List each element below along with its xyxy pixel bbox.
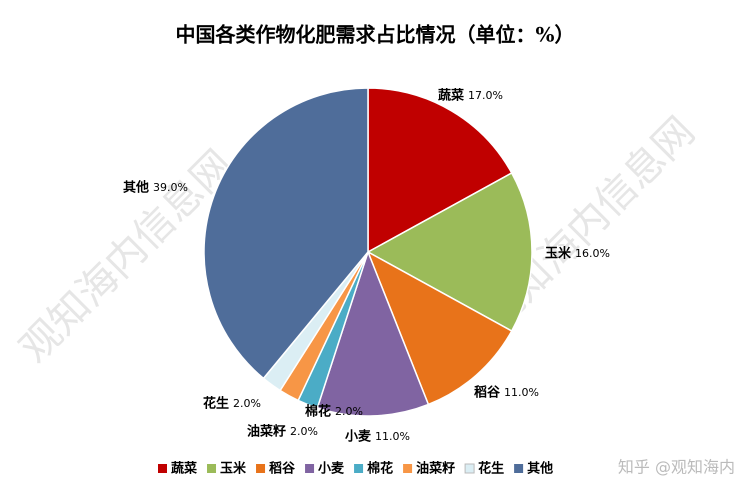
pie-slice xyxy=(366,250,513,406)
legend-swatch xyxy=(158,464,167,473)
slice-label: 蔬菜 xyxy=(438,88,464,104)
slice-label: 稻谷 xyxy=(474,385,501,401)
legend-swatch xyxy=(305,464,315,473)
legend-swatch xyxy=(464,463,475,474)
slice-label: 棉花 xyxy=(305,404,331,420)
legend-label: 油菜籽 xyxy=(416,461,455,477)
legend-label: 玉米 xyxy=(220,461,247,477)
slice-value-label: 2.0% xyxy=(233,397,261,410)
watermark: 知乎 @观知海内 xyxy=(618,458,735,477)
pie-slice xyxy=(316,249,430,417)
pie-slice xyxy=(367,87,513,254)
legend-label: 稻谷 xyxy=(269,461,296,477)
legend-label: 棉花 xyxy=(367,461,393,477)
slice-label: 小麦 xyxy=(345,429,372,445)
legend-swatch xyxy=(256,464,266,473)
slice-value-label: 2.0% xyxy=(290,425,318,438)
chart-title: 中国各类作物化肥需求占比情况（单位：%） xyxy=(175,23,574,47)
slice-value-label: 2.0% xyxy=(335,405,363,418)
slice-value-label: 11.0% xyxy=(504,386,539,399)
slice-label: 玉米 xyxy=(545,246,572,262)
legend-label: 小麦 xyxy=(318,461,345,477)
legend-label: 花生 xyxy=(478,461,504,477)
legend-swatch xyxy=(207,464,217,473)
slice-value-label: 39.0% xyxy=(153,181,188,194)
slice-label: 其他 xyxy=(123,180,149,196)
legend-label: 蔬菜 xyxy=(171,461,197,477)
slice-value-label: 11.0% xyxy=(375,430,410,443)
slice-label: 花生 xyxy=(203,396,229,412)
legend-swatch xyxy=(514,464,524,473)
slice-value-label: 16.0% xyxy=(575,247,610,260)
pie-slice xyxy=(366,171,533,333)
legend-label: 其他 xyxy=(527,461,553,477)
slice-label: 油菜籽 xyxy=(247,424,286,440)
legend-swatch xyxy=(403,464,413,473)
pie-slice xyxy=(203,87,369,380)
slice-value-label: 17.0% xyxy=(468,89,503,102)
legend-swatch xyxy=(354,464,364,473)
